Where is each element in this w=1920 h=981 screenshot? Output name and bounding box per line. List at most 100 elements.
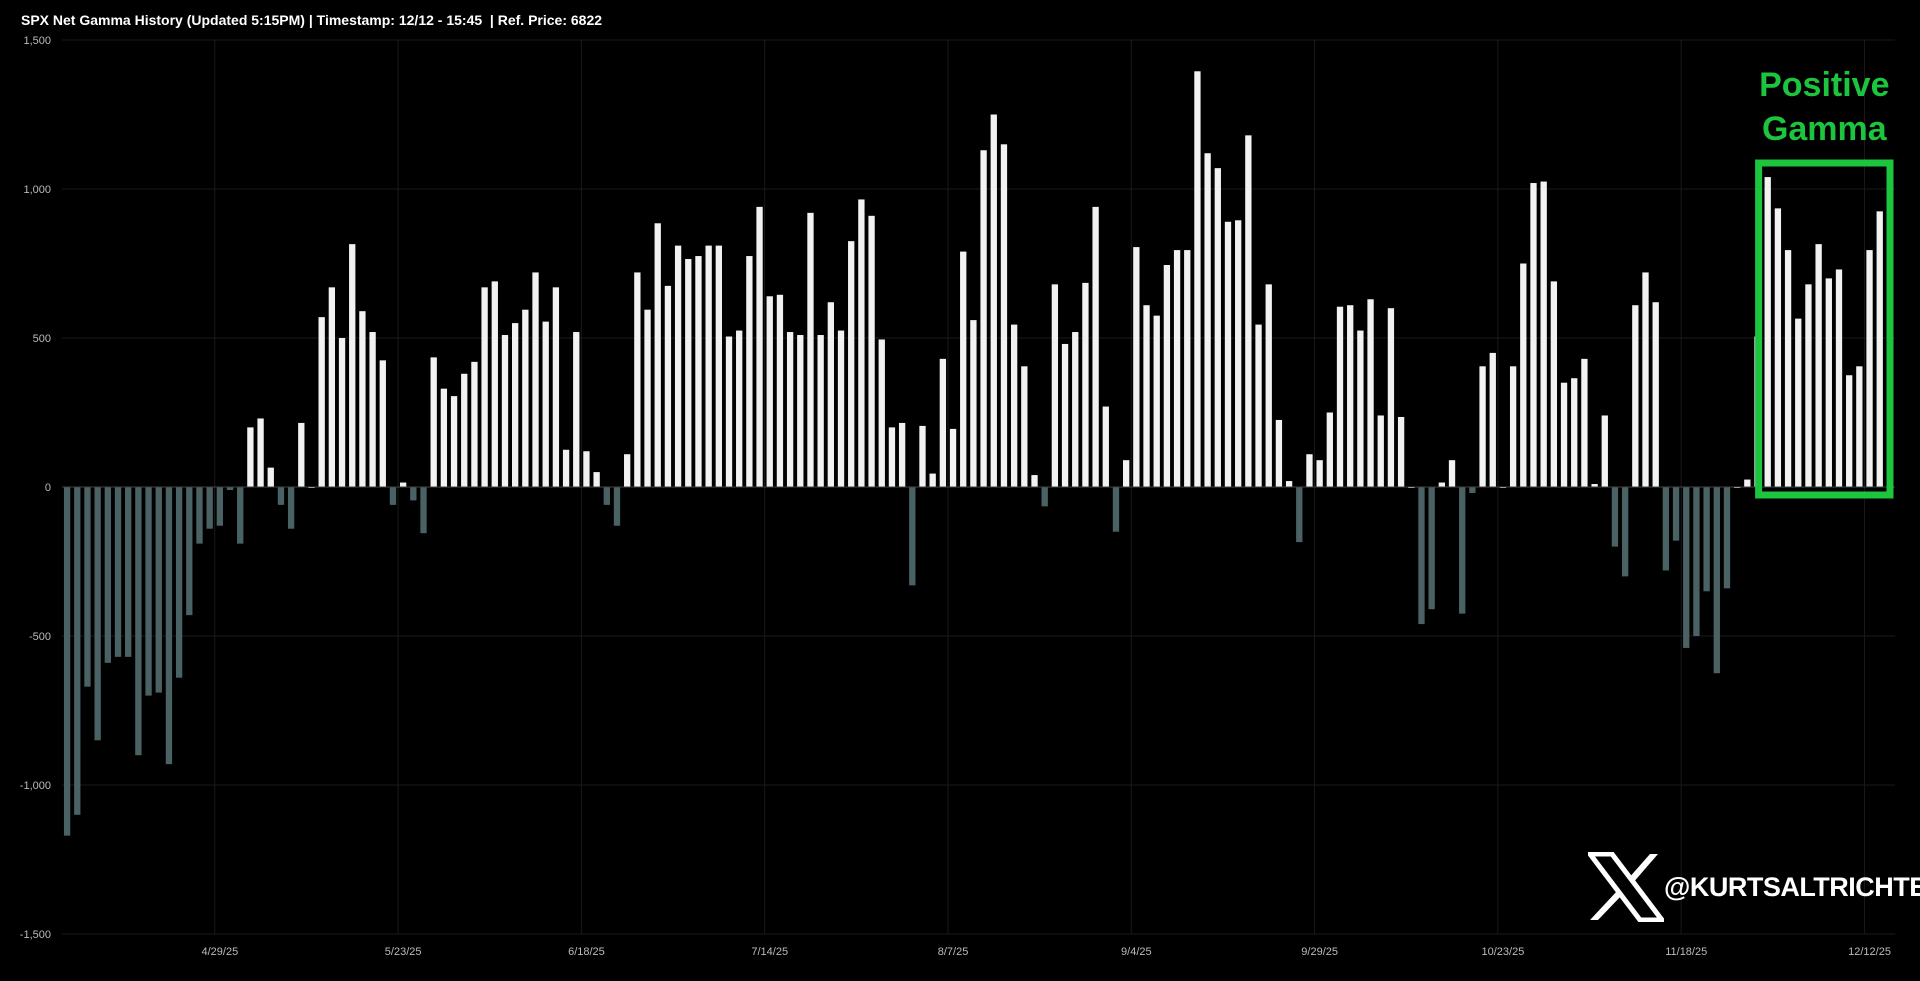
- bar: [1367, 299, 1374, 487]
- watermark: @KURTSALTRICHTER: [1588, 852, 1920, 922]
- bar: [1235, 220, 1242, 488]
- bar: [1194, 71, 1201, 487]
- bar: [807, 212, 814, 487]
- bar: [583, 451, 590, 487]
- bar: [1550, 281, 1558, 487]
- bar: [1581, 358, 1588, 487]
- bar: [1744, 479, 1751, 487]
- bar: [929, 473, 936, 487]
- bar: [756, 206, 763, 487]
- bar: [552, 287, 560, 487]
- bar: [1387, 308, 1395, 487]
- positive-gamma-annotation: Positive Gamma: [1755, 66, 1894, 499]
- bar: [1123, 460, 1130, 487]
- bar: [1377, 415, 1384, 487]
- annotation-box: [1755, 159, 1894, 499]
- bar: [695, 256, 702, 487]
- bar: [1102, 406, 1109, 487]
- bar: [1459, 487, 1466, 614]
- bar: [573, 332, 580, 487]
- bar: [1846, 375, 1853, 487]
- bar: [440, 388, 448, 487]
- bar: [114, 487, 122, 657]
- bar: [1224, 221, 1232, 487]
- bar: [1601, 415, 1608, 487]
- bar: [1153, 315, 1160, 487]
- bar: [532, 272, 539, 487]
- bar: [298, 422, 305, 487]
- annotation-label-line2: Gamma: [1762, 110, 1888, 148]
- bar: [135, 487, 142, 756]
- bar: [1082, 282, 1089, 487]
- bar: [980, 150, 987, 487]
- x-tick-label: 9/4/25: [1121, 946, 1152, 958]
- bar: [1652, 302, 1659, 487]
- bar: [593, 472, 600, 487]
- bar: [1357, 330, 1364, 487]
- bar: [481, 287, 488, 487]
- bar: [1520, 263, 1527, 487]
- y-tick-label: 500: [33, 333, 51, 345]
- bar: [1835, 269, 1843, 487]
- y-tick-label: 1,000: [23, 184, 51, 196]
- chart-title: SPX Net Gamma History (Updated 5:15PM) |…: [21, 12, 603, 28]
- bar: [1397, 416, 1405, 487]
- bar: [287, 487, 295, 529]
- bar: [1795, 318, 1802, 487]
- bar: [1112, 487, 1120, 532]
- bar: [624, 454, 631, 487]
- bar: [1000, 144, 1008, 488]
- bar: [430, 357, 437, 487]
- x-tick-label: 4/29/25: [201, 946, 238, 958]
- bar: [837, 330, 845, 487]
- bar: [1611, 487, 1619, 547]
- bar: [461, 373, 468, 487]
- bar: [63, 487, 71, 836]
- bar: [1072, 332, 1079, 487]
- y-tick-label: -1,000: [20, 780, 51, 792]
- bars: [63, 71, 1894, 836]
- bar: [410, 487, 417, 501]
- bar: [827, 302, 834, 487]
- bar: [562, 449, 570, 487]
- bar: [664, 285, 672, 487]
- bar: [1143, 305, 1150, 487]
- bar: [125, 487, 132, 657]
- bar: [1326, 412, 1333, 487]
- x-tick-label: 11/18/25: [1665, 946, 1707, 958]
- bar: [1245, 135, 1252, 488]
- bar: [450, 396, 458, 487]
- bar: [1204, 153, 1211, 488]
- bar: [1856, 366, 1863, 487]
- bar: [175, 487, 183, 678]
- bar: [247, 427, 254, 487]
- bar: [736, 330, 743, 487]
- watermark-handle: @KURTSALTRICHTER: [1664, 871, 1920, 902]
- bar: [206, 487, 213, 529]
- bar: [1672, 487, 1680, 541]
- bar: [1275, 419, 1283, 487]
- y-axis: 1,500 1,000 500 0 -500 -1,000 -1,500: [20, 35, 51, 941]
- x-logo-icon: [1588, 852, 1664, 922]
- bar: [1479, 366, 1486, 487]
- bar: [196, 487, 203, 544]
- bar: [1133, 247, 1140, 487]
- bar: [369, 332, 376, 487]
- bar: [1764, 177, 1771, 487]
- bar: [1031, 475, 1038, 487]
- bar: [766, 296, 773, 487]
- bar: [776, 294, 784, 487]
- bar: [1469, 487, 1476, 493]
- bar: [1530, 183, 1537, 488]
- bar: [216, 487, 223, 526]
- y-tick-label: -1,500: [20, 929, 51, 941]
- bar: [226, 487, 234, 490]
- bar: [84, 487, 91, 687]
- bar: [1784, 250, 1792, 487]
- bar: [613, 487, 621, 526]
- bar: [1285, 481, 1293, 487]
- bar: [501, 335, 509, 487]
- bar: [1051, 284, 1059, 487]
- bar: [634, 272, 641, 487]
- bar: [725, 336, 733, 487]
